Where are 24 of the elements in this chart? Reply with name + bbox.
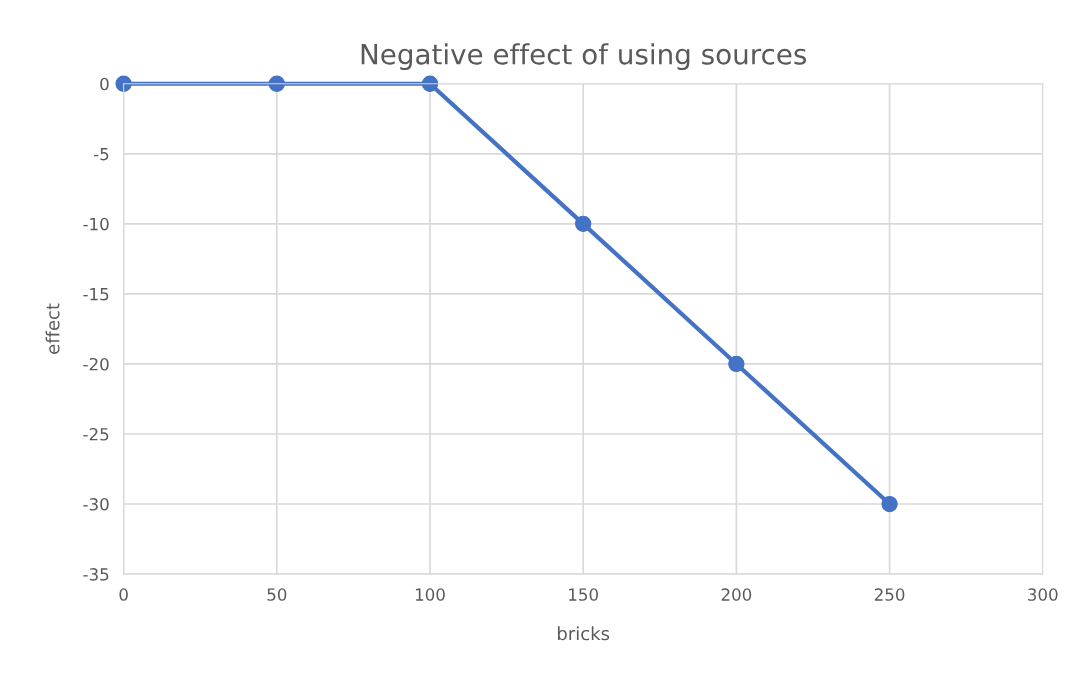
point xyxy=(728,355,745,373)
x-tick-label: 0 xyxy=(119,588,128,601)
point xyxy=(575,215,592,233)
y-tick-label: -35 xyxy=(83,568,109,581)
y-tick-label: -10 xyxy=(83,217,109,231)
chart-title: Negative effect of using sources xyxy=(361,43,807,71)
x-axis-title: bricks xyxy=(557,626,610,641)
point xyxy=(881,495,898,513)
x-tick-label: 250 xyxy=(874,588,905,601)
y-axis-title: effect xyxy=(45,303,60,354)
point xyxy=(268,75,285,92)
point xyxy=(421,75,439,92)
y-tick-label: -30 xyxy=(83,498,109,511)
y-tick-label: -25 xyxy=(83,427,109,441)
point xyxy=(115,75,132,92)
x-tick-label: 50 xyxy=(267,588,287,601)
x-tick-label: 200 xyxy=(721,588,752,601)
x-tick-label: 300 xyxy=(1028,588,1058,601)
x-tick-label: 150 xyxy=(569,588,598,601)
y-tick-label: -20 xyxy=(83,357,109,371)
y-tick-label: 0 xyxy=(100,77,109,91)
x-tick-label: 100 xyxy=(415,588,445,601)
y-tick-label: -5 xyxy=(93,147,109,161)
y-tick-label: -15 xyxy=(83,288,109,301)
